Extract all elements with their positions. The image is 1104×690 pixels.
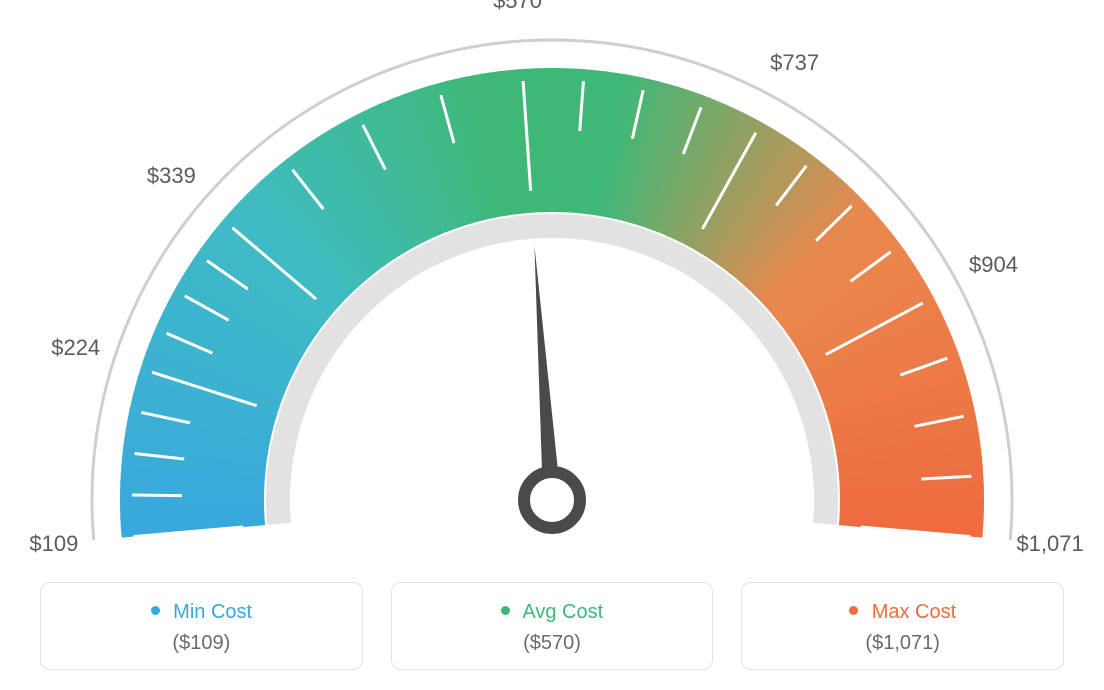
avg-cost-label: Avg Cost	[522, 601, 603, 623]
gauge-tick-label: $1,071	[1016, 531, 1083, 557]
gauge-tick-label: $109	[29, 531, 78, 557]
min-bullet-icon	[151, 606, 160, 615]
gauge-needle	[534, 246, 561, 501]
gauge-tick-label: $570	[493, 0, 542, 14]
avg-cost-value: ($570)	[402, 632, 703, 655]
avg-bullet-icon	[501, 606, 510, 615]
max-cost-label: Max Cost	[872, 601, 956, 623]
max-cost-value: ($1,071)	[752, 632, 1053, 655]
max-cost-card: Max Cost ($1,071)	[741, 582, 1064, 670]
gauge-tick-label: $224	[51, 335, 100, 361]
avg-cost-title: Avg Cost	[402, 601, 703, 624]
avg-cost-card: Avg Cost ($570)	[391, 582, 714, 670]
gauge-needle-hub	[524, 472, 580, 528]
max-cost-title: Max Cost	[752, 601, 1053, 624]
min-cost-value: ($109)	[51, 632, 352, 655]
min-cost-title: Min Cost	[51, 601, 352, 624]
min-cost-card: Min Cost ($109)	[40, 582, 363, 670]
summary-cards: Min Cost ($109) Avg Cost ($570) Max Cost…	[40, 582, 1064, 670]
gauge-svg	[0, 0, 1104, 560]
min-cost-label: Min Cost	[173, 601, 252, 623]
max-bullet-icon	[849, 606, 858, 615]
gauge-tick-label: $904	[969, 252, 1018, 278]
gauge-tick-label: $737	[770, 50, 819, 76]
gauge-tick-label: $339	[147, 163, 196, 189]
gauge-chart: $109 $224 $339 $570 $737 $904 $1,071	[0, 0, 1104, 560]
